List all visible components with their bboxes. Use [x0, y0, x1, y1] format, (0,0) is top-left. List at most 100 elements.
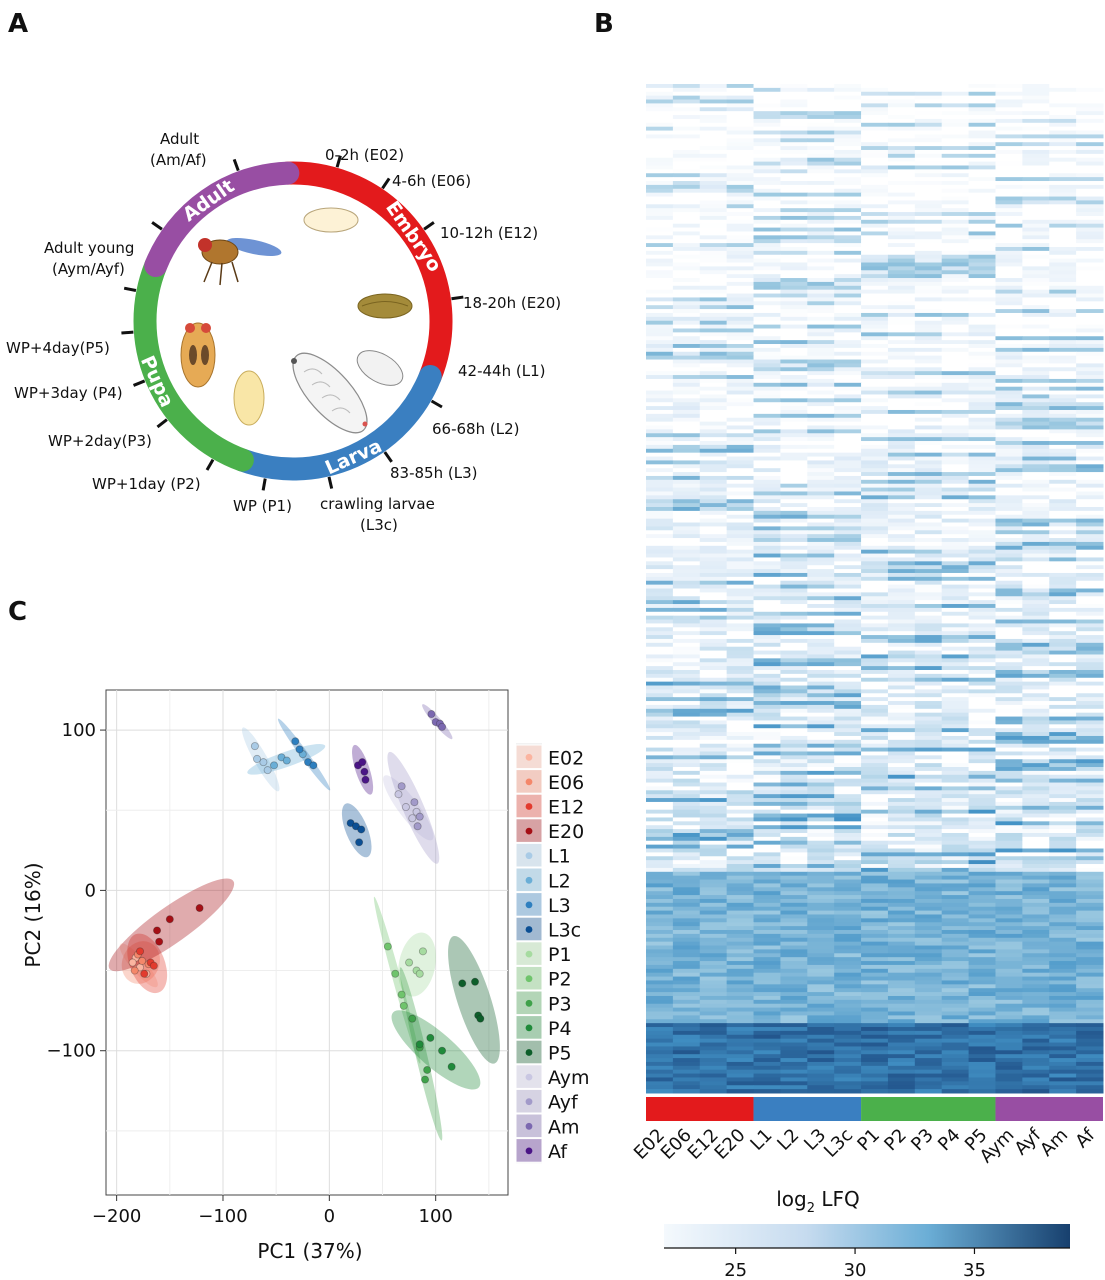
pca-gridlines	[106, 690, 508, 1195]
panel-letter-c: C	[8, 597, 27, 627]
panel-letter-b: B	[594, 9, 614, 39]
pca-x-tick-label: −100	[198, 1206, 247, 1227]
legend-swatch	[525, 778, 533, 786]
colorbar-gradient	[664, 1224, 1070, 1248]
legend-swatch	[525, 926, 533, 933]
pca-point-aym	[401, 803, 410, 812]
pca-y-tick-label: −100	[47, 1041, 96, 1062]
pca-point-p2	[397, 990, 406, 999]
tp-label-p4: WP+3day (P4)	[14, 384, 123, 402]
pca-point-l3c	[357, 825, 366, 834]
legend-label: Am	[548, 1116, 580, 1138]
pca-point-p3	[421, 1075, 430, 1084]
pca-point-e02	[128, 958, 137, 967]
ring-segment-embryo	[276, 161, 453, 388]
pca-point-e12	[140, 969, 149, 978]
ring-tick	[381, 177, 391, 190]
tp-label-e12: 10-12h (E12)	[440, 224, 538, 242]
tp-label-adult: Adult	[160, 130, 199, 148]
heatmap-col-label: L3c	[820, 1125, 857, 1162]
legend-label: Af	[548, 1141, 568, 1163]
ring-tick	[205, 458, 215, 471]
ring-tick	[327, 476, 334, 489]
pca-ellipse-p1	[398, 932, 437, 997]
ring-tick	[121, 330, 134, 335]
colorbar-tick-label: 35	[963, 1260, 986, 1280]
ring-tick	[430, 399, 443, 409]
legend-swatch	[525, 975, 533, 983]
ring-tick	[383, 451, 393, 463]
tp-label-p2: WP+1day (P2)	[92, 475, 201, 493]
pca-point-l2	[277, 753, 286, 762]
legend-swatch	[525, 827, 533, 835]
ring-tick	[335, 155, 342, 168]
pca-point-ayf	[415, 812, 424, 821]
legend-label: L3c	[548, 920, 581, 942]
pca-point-p5	[476, 1014, 485, 1023]
ring-segment-pupa	[133, 254, 254, 472]
legend-label: P2	[548, 969, 572, 991]
pca-point-l3	[309, 761, 318, 770]
tp-label-e20: 18-20h (E20)	[463, 294, 561, 312]
stage-label-adult: Adult	[179, 175, 239, 226]
legend-swatch	[525, 950, 533, 958]
pca-point-e12	[149, 961, 158, 970]
timepoint-labels: 0-2h (E02) 4-6h (E06) 10-12h (E12) 18-20…	[6, 130, 561, 534]
heatmap-colorbar: log2 LFQ 25 30 35	[664, 1187, 1070, 1280]
heatmap-col-label: E20	[711, 1125, 750, 1164]
pca-y-axis-title: PC2 (16%)	[21, 862, 45, 967]
legend-swatch	[525, 1073, 533, 1081]
legend-swatch	[525, 1049, 533, 1056]
pca-point-l3c	[351, 822, 360, 831]
legend-swatch	[525, 1024, 533, 1032]
pca-ellipse-l3c	[341, 803, 372, 858]
pca-point-af	[358, 758, 367, 767]
pca-point-p4	[438, 1046, 447, 1055]
tp-label-l3c-sub: (L3c)	[360, 516, 398, 534]
stage-label-larva: Larva	[322, 435, 385, 479]
pca-point-l3c	[355, 838, 364, 847]
pca-point-e20	[153, 926, 162, 935]
pca-ellipse-ayf	[387, 751, 440, 864]
lifecycle-ticks	[121, 155, 464, 491]
legend-swatch	[525, 1098, 533, 1106]
ring-tick	[123, 286, 137, 292]
pca-ellipse-p3	[399, 967, 443, 1141]
tp-label-ay: Adult young	[44, 239, 134, 257]
legend-label: L2	[548, 870, 571, 892]
pca-x-tick-label: 100	[419, 1206, 453, 1227]
pca-point-af	[360, 767, 369, 776]
pca-point-l3	[295, 745, 304, 754]
embryo-late-icon	[357, 293, 413, 319]
legend-label: P4	[548, 1018, 572, 1040]
pca-point-l1	[253, 754, 262, 763]
pca-point-p4	[415, 1040, 424, 1049]
pca-point-e20	[155, 937, 164, 946]
ring-tick	[151, 221, 163, 231]
lifecycle-ring	[133, 161, 453, 481]
pca-point-l1	[263, 766, 272, 775]
pca-x-axis-title: PC1 (37%)	[257, 1239, 362, 1263]
pca-ellipse-p2	[373, 896, 421, 1064]
pca-point-ayf	[410, 798, 419, 807]
legend-label: P5	[548, 1043, 572, 1065]
pca-point-p1	[418, 947, 427, 956]
pca-y-tick-label: 0	[85, 880, 96, 901]
pca-point-l1	[250, 742, 259, 751]
heatmap-col-label: Af	[1072, 1124, 1100, 1152]
legend-label: E12	[548, 797, 584, 819]
pca-y-tick-label: 100	[62, 720, 96, 741]
adult-fly-icon	[198, 238, 282, 286]
embryo-early-icon	[303, 207, 359, 233]
legend-label: P1	[548, 944, 572, 966]
pca-point-e20	[195, 904, 204, 913]
pca-point-e06	[138, 956, 147, 965]
tp-label-p3: WP+2day(P3)	[48, 432, 152, 450]
pca-point-l3c	[346, 819, 355, 828]
pca-point-af	[361, 775, 370, 784]
pca-point-ayf	[413, 822, 422, 831]
tp-label-p5: WP+4day(P5)	[6, 339, 110, 357]
pca-point-p5	[458, 979, 467, 988]
